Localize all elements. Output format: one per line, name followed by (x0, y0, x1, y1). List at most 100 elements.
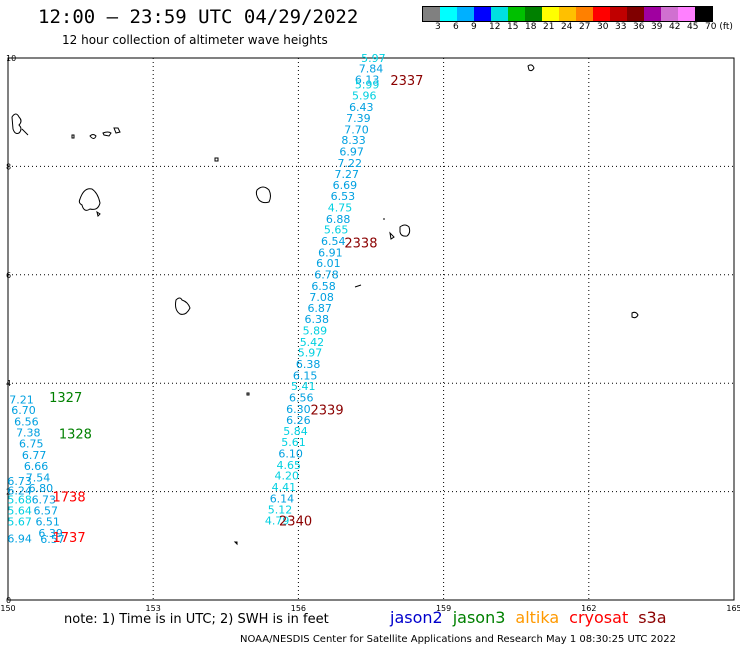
swh-value: 4.79 (265, 515, 290, 528)
pass-time-label: 2337 (390, 74, 423, 89)
island-outline (214, 157, 219, 162)
legend-entry-jason3: jason3 (452, 608, 506, 627)
colorbar-swatch (661, 7, 678, 21)
colorbar-swatch (610, 7, 627, 21)
swh-value: 6.73 (7, 475, 32, 488)
swh-value: 6.58 (311, 280, 336, 293)
island-outline (175, 297, 191, 315)
colorbar-swatch (559, 7, 576, 21)
swh-value: 6.38 (296, 358, 321, 371)
colorbar-swatch (627, 7, 644, 21)
swh-value: 6.70 (11, 404, 36, 417)
colorbar-swatch (440, 7, 457, 21)
swh-value: 6.87 (307, 302, 332, 315)
colorbar-label: 21 (543, 22, 555, 32)
island-outline (102, 131, 112, 137)
axis-ticks: 150 153 156 159 162 165 0 2 4 6 8 10 (0, 54, 740, 613)
colorbar-label: 9 (471, 22, 477, 32)
swh-value: 6.78 (314, 269, 339, 282)
swh-value: 6.13 (355, 73, 380, 86)
x-tick-label: 153 (146, 604, 161, 613)
y-tick-label: 6 (6, 271, 11, 280)
legend-entry-s3a: s3a (638, 608, 667, 627)
map-grid (8, 58, 734, 600)
legend-entry-jason2: jason2 (390, 608, 443, 627)
pass-time-label: 2338 (344, 237, 377, 252)
island-outlines (11, 64, 639, 546)
map-subtitle: 12 hour collection of altimeter wave hei… (62, 33, 328, 47)
footnote: note: 1) Time is in UTC; 2) SWH is in fe… (64, 612, 329, 627)
colorbar-swatch (678, 7, 695, 21)
colorbar-swatch (644, 7, 661, 21)
swh-value: 7.27 (335, 168, 360, 181)
swh-value: 5.68 (7, 494, 32, 507)
swh-value: 5.65 (324, 224, 349, 237)
colorbar-label: 3 (435, 22, 441, 32)
swh-value: 6.57 (40, 533, 65, 546)
swh-value: 5.96 (352, 90, 377, 103)
track-1327-1737-observations: 7.216.706.567.386.756.776.667.546.736.80… (7, 393, 64, 546)
swh-value: 5.84 (283, 425, 308, 438)
colorbar-label: 15 (507, 22, 519, 32)
swh-value: 6.01 (316, 257, 341, 270)
x-tick-label: 156 (291, 604, 306, 613)
credit-line: NOAA/NESDIS Center for Satellite Applica… (240, 634, 676, 645)
pass-time-label: 1738 (53, 490, 86, 505)
island-outline (631, 311, 639, 319)
colorbar-swatch (593, 7, 610, 21)
swh-value: 7.21 (9, 393, 34, 406)
island-outline (71, 134, 75, 139)
swh-value: 6.10 (278, 447, 303, 460)
swh-value: 6.77 (22, 449, 47, 462)
swh-value: 6.56 (289, 392, 314, 405)
colorbar-label: 27 (579, 22, 591, 32)
swh-value: 4.65 (276, 459, 301, 472)
colorbar-label: 42 (669, 22, 681, 32)
swh-value: 6.97 (339, 146, 364, 159)
legend-entry-cryosat: cryosat (569, 608, 629, 627)
swh-value: 6.80 (29, 482, 54, 495)
colorbar-label: 36 (633, 22, 645, 32)
swh-value: 6.94 (7, 533, 32, 546)
swh-value: 6.24 (7, 484, 32, 497)
swh-value: 6.14 (270, 492, 295, 505)
pass-time-label: 2340 (279, 515, 312, 530)
pass-time-label: 1327 (49, 391, 82, 406)
swh-value: 7.70 (344, 123, 369, 136)
island-outline (96, 210, 101, 217)
pass-time-label: 2339 (311, 404, 344, 419)
swh-value: 6.66 (24, 460, 49, 473)
pass-time-label: 1737 (53, 531, 86, 546)
colorbar-label: 70 (ft) (705, 22, 733, 32)
swh-value: 4.20 (275, 470, 300, 483)
colorbar-label: 45 (687, 22, 699, 32)
pass-time-labels: 2337 2338 2339 2340 1327 1328 1738 1737 (49, 74, 423, 546)
swh-value: 6.56 (14, 415, 39, 428)
swh-value: 5.64 (7, 504, 32, 517)
swh-value: 6.75 (19, 438, 44, 451)
swh-value: 6.91 (318, 246, 343, 259)
swh-value: 7.22 (337, 157, 362, 170)
swh-value: 5.97 (361, 52, 386, 65)
y-tick-label: 2 (6, 488, 11, 497)
colorbar-label: 18 (525, 22, 537, 32)
y-tick-label: 4 (6, 379, 11, 388)
colorbar-swatch (576, 7, 593, 21)
swh-value: 6.30 (286, 403, 311, 416)
x-tick-label: 150 (0, 604, 15, 613)
satellite-legend: jason2 jason3 altika cryosat s3a (390, 608, 677, 627)
colorbar-label: 39 (651, 22, 663, 32)
island-outline (89, 134, 97, 139)
y-tick-label: 8 (6, 162, 11, 171)
y-tick-label: 10 (6, 54, 16, 63)
island-outline (78, 188, 101, 211)
map-title: 12:00 – 23:59 UTC 04/29/2022 (38, 6, 359, 28)
x-tick-label: 162 (581, 604, 596, 613)
swh-value: 6.88 (326, 213, 351, 226)
island-outline (21, 128, 29, 136)
swh-value: 6.57 (34, 504, 59, 517)
swh-value: 6.51 (35, 516, 60, 529)
swh-value: 6.15 (293, 369, 318, 382)
swh-value: 5.89 (303, 324, 328, 337)
swh-value: 6.73 (32, 494, 57, 507)
